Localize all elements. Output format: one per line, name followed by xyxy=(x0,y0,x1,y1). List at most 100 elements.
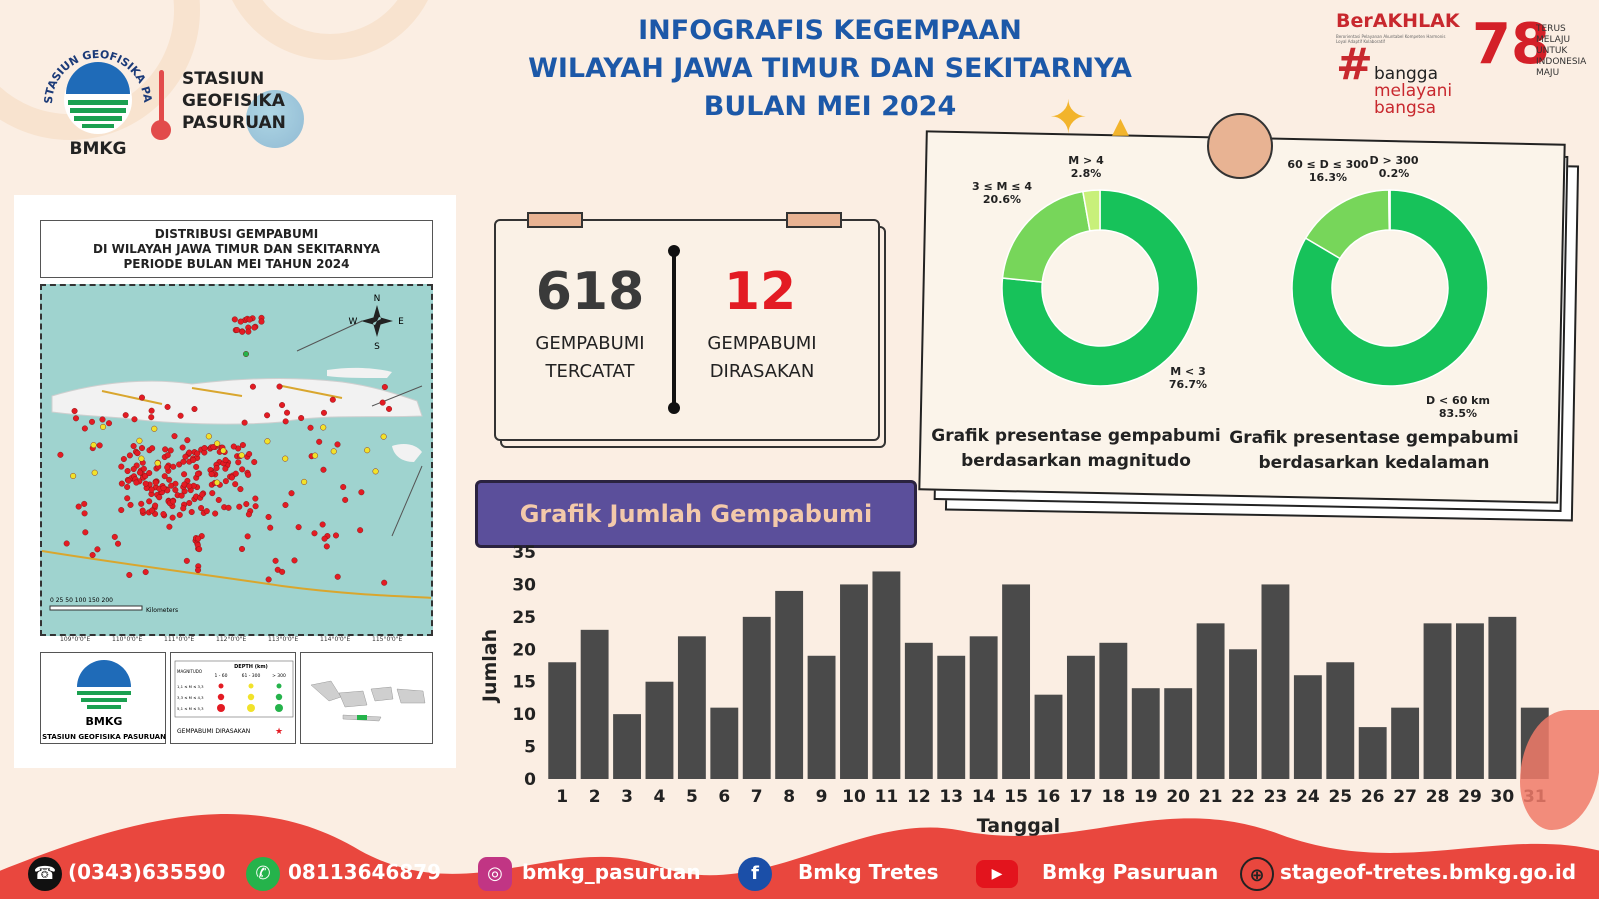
slice-label: M < 3 xyxy=(1170,365,1206,378)
page-title: INFOGRAFIS KEGEMPAAN WILAYAH JAWA TIMUR … xyxy=(430,12,1230,126)
epicenter-dot xyxy=(186,483,193,490)
x-tick-label: 21 xyxy=(1199,787,1223,807)
epicenter-dot xyxy=(180,458,187,465)
epicenter-dot xyxy=(169,514,176,521)
epicenter-dot xyxy=(176,511,183,518)
footer-facebook[interactable]: Bmkg Tretes xyxy=(798,860,939,884)
slice-value: 0.2% xyxy=(1378,167,1410,180)
bar xyxy=(742,616,771,779)
hashtag-word: bangga xyxy=(1374,64,1438,84)
epicenter-dot xyxy=(171,433,178,440)
epicenter-dot xyxy=(279,568,286,575)
epicenter-dot xyxy=(184,437,191,444)
epicenter-dot xyxy=(170,463,177,470)
footer-website[interactable]: stageof-tretes.bmkg.go.id xyxy=(1280,860,1577,884)
epicenter-dot xyxy=(186,500,193,507)
donut-slice xyxy=(1388,189,1391,231)
x-tick-label: 26 xyxy=(1361,787,1385,807)
epicenter-dot xyxy=(188,509,195,516)
epicenter-dot xyxy=(90,442,97,449)
bar xyxy=(1391,707,1420,779)
x-tick-label: 11 xyxy=(875,787,899,807)
slice-value: 16.3% xyxy=(1308,171,1348,184)
footer-instagram[interactable]: bmkg_pasuruan xyxy=(522,860,701,884)
depth-label-mid: 60 ≤ D ≤ 300 16.3% xyxy=(1280,158,1376,184)
epicenter-dot xyxy=(276,383,283,390)
legend-mag-row: 5,1 ≤ M ≤ 5,3 xyxy=(177,706,204,711)
inset-map-indonesia xyxy=(300,652,433,744)
epicenter-dot xyxy=(146,498,153,505)
depth-label-high: D > 300 0.2% xyxy=(1364,154,1424,180)
epicenter-dot xyxy=(177,412,184,419)
epicenter-dot xyxy=(89,552,96,559)
donut-slice xyxy=(1081,189,1101,232)
tape-decoration xyxy=(786,212,842,228)
lon-tick: 112°0'0"E xyxy=(216,636,247,643)
lon-tick: 110°0'0"E xyxy=(112,636,143,643)
magnitude-donut-chart xyxy=(1001,189,1199,387)
legend-depth-col: > 300 xyxy=(272,673,286,679)
bar xyxy=(1326,662,1355,779)
mag-label-low: M < 3 76.7% xyxy=(1158,365,1218,391)
epicenter-dot xyxy=(264,412,271,419)
station-name: STASIUN GEOFISIKA PASURUAN xyxy=(182,68,286,134)
y-tick-label: 35 xyxy=(512,543,536,563)
map-title-line: PERIODE BULAN MEI TAHUN 2024 xyxy=(123,257,350,271)
epicenter-dot xyxy=(222,478,229,485)
epicenter-dot xyxy=(138,500,145,507)
compass-e: E xyxy=(398,317,404,327)
epicenter-dot xyxy=(99,416,106,423)
epicenter-dot xyxy=(340,484,347,491)
epicenter-dot xyxy=(142,480,149,487)
epicenter-dot xyxy=(203,508,210,515)
bar xyxy=(807,655,836,779)
bar xyxy=(548,662,577,779)
y-axis-label: Jumlah xyxy=(479,629,501,704)
legend-depth-col: 1 - 60 xyxy=(214,673,227,679)
epicenter-dot xyxy=(160,485,167,492)
legend-mag-header: MAGNITUDO xyxy=(177,669,202,674)
x-tick-label: 2 xyxy=(589,787,601,807)
x-tick-label: 3 xyxy=(621,787,633,807)
epicenter-dot xyxy=(198,505,205,512)
footer-phone[interactable]: (0343)635590 xyxy=(68,860,226,884)
epicenter-dot xyxy=(199,491,206,498)
phone-icon: ☎ xyxy=(28,857,62,891)
x-tick-label: 14 xyxy=(972,787,996,807)
thermometer-bulb xyxy=(151,120,171,140)
epicenter-dot xyxy=(82,529,89,536)
epicenter-dot xyxy=(91,469,98,476)
epicenter-dot xyxy=(164,452,171,459)
epicenter-dot xyxy=(176,461,183,468)
compass-icon: N S E W xyxy=(349,294,405,352)
epicenter-dot xyxy=(295,524,302,531)
epicenter-dot xyxy=(301,478,308,485)
berakhlak-logo: BerAKHLAK xyxy=(1336,10,1460,32)
slice-value: 20.6% xyxy=(982,193,1022,206)
magnitude-chart-title: Grafik presentase gempabumi berdasarkan … xyxy=(931,426,1221,471)
epicenter-dot xyxy=(208,471,215,478)
epicenter-dot xyxy=(164,464,171,471)
x-tick-label: 10 xyxy=(842,787,866,807)
compass-n: N xyxy=(374,294,381,304)
epicenter-dot xyxy=(210,444,217,451)
footer-youtube[interactable]: Bmkg Pasuruan xyxy=(1042,860,1219,884)
epicenter-dot xyxy=(232,481,239,488)
epicenter-dot xyxy=(214,440,221,447)
epicenter-dot xyxy=(94,546,101,553)
epicenter-dot xyxy=(381,579,388,586)
footer-whatsapp[interactable]: 08113646879 xyxy=(288,860,442,884)
star-decoration: ✦ xyxy=(1049,90,1088,144)
epicenter-dot xyxy=(71,407,78,414)
bar xyxy=(1261,584,1290,779)
epicenter-dot xyxy=(239,466,246,473)
map-legend-depth: DEPTH (km) MAGNITUDO 1 - 60 61 - 300 > 3… xyxy=(170,652,296,744)
slice-label: D < 60 km xyxy=(1426,394,1490,407)
lon-tick: 109°0'0"E xyxy=(60,636,91,643)
x-tick-label: 15 xyxy=(1004,787,1028,807)
epicenter-dot xyxy=(252,495,259,502)
thermometer-icon xyxy=(159,70,164,128)
epicenter-dot xyxy=(225,504,232,511)
epicenter-dot xyxy=(282,418,289,425)
divider-dot xyxy=(668,402,680,414)
